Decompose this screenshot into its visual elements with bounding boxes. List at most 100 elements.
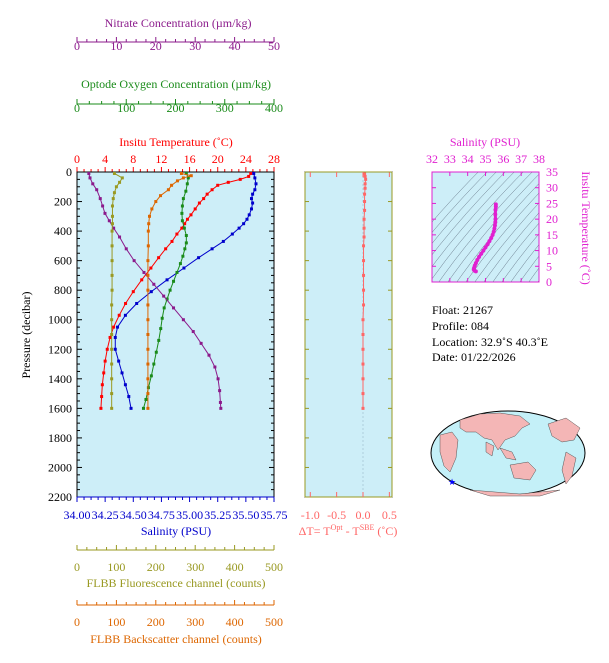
profile-number: Profile: 084 (432, 319, 489, 333)
data-point (147, 214, 151, 218)
data-point (189, 174, 193, 178)
tick-label: 800 (54, 283, 72, 297)
tick-label: -1.0 (301, 508, 320, 522)
data-point (124, 301, 128, 305)
tick-label: 20 (150, 39, 162, 53)
float-info: Float: 21267 Profile: 084 Location: 32.9… (432, 303, 548, 364)
data-point (102, 371, 106, 375)
data-point (149, 266, 153, 270)
data-point (199, 341, 203, 345)
data-point (226, 180, 230, 184)
data-point (123, 383, 127, 387)
pressure-axis: Pressure (decibar) 0 200 400 600 800 1000 1200… (19, 165, 274, 504)
tick-label: 200 (167, 101, 185, 115)
tick-label: 35 (546, 165, 558, 179)
data-point (146, 377, 150, 381)
data-point (146, 229, 150, 233)
data-point (159, 194, 163, 198)
data-point (108, 335, 112, 339)
tick-label: 12 (155, 152, 167, 166)
data-point (170, 239, 174, 243)
data-point (110, 362, 114, 366)
data-point (135, 301, 139, 305)
tick-label: 600 (54, 254, 72, 268)
data-point (361, 318, 365, 322)
tick-label: 24 (240, 152, 252, 166)
density-contour (432, 172, 506, 256)
data-point (146, 392, 150, 396)
tick-label: 35.50 (232, 508, 259, 522)
density-contour (456, 183, 539, 282)
tick-label: 400 (54, 224, 72, 238)
data-point (146, 406, 150, 410)
data-point (157, 338, 161, 342)
data-point (162, 306, 166, 310)
location: Location: 32.9˚S 40.3˚E (432, 335, 548, 349)
tick-label: 0.5 (382, 508, 397, 522)
data-point (362, 288, 366, 292)
ts-title: Salinity (PSU) (450, 135, 520, 149)
data-point (179, 171, 183, 175)
tick-label: 5 (546, 259, 552, 273)
data-point (184, 171, 188, 175)
date: Date: 01/22/2026 (432, 350, 516, 364)
data-point (100, 383, 104, 387)
data-point (99, 406, 103, 410)
tick-label: 16 (184, 152, 196, 166)
data-point (184, 189, 188, 193)
data-point (361, 392, 365, 396)
data-point (481, 248, 486, 253)
data-point (146, 259, 150, 263)
data-point (175, 232, 179, 236)
delta-t-series (361, 171, 368, 410)
data-point (110, 288, 114, 292)
data-point (164, 247, 168, 251)
tick-label: 30 (546, 181, 558, 195)
data-point (157, 256, 161, 260)
tick-label: 25 (546, 196, 558, 210)
density-contour (537, 279, 539, 282)
data-point (218, 389, 222, 393)
data-point (146, 347, 150, 351)
tick-label: 100 (117, 101, 135, 115)
fluorescence-axis: FLBB Fluorescence channel (counts) 0 100 2… (74, 545, 283, 590)
data-point (473, 269, 478, 274)
data-point (146, 288, 150, 292)
tick-label: 0 (74, 560, 80, 574)
tick-label: 36 (497, 152, 509, 166)
main-plot-series (87, 171, 258, 410)
data-point (479, 251, 484, 256)
data-point (111, 197, 115, 201)
tick-label: 8 (130, 152, 136, 166)
density-contour (483, 212, 539, 282)
data-point (363, 182, 367, 186)
nitrate-axis: Nitrate Concentration (µm/kg) 0 10 20 30 40 5… (74, 16, 280, 53)
data-point (193, 207, 197, 211)
density-contour (447, 173, 539, 282)
ts-plot-area (431, 171, 540, 283)
data-point (123, 313, 127, 317)
data-point (116, 325, 120, 329)
data-point (117, 313, 121, 317)
data-point (112, 191, 116, 195)
data-point (180, 219, 184, 223)
data-point (191, 330, 195, 334)
data-point (477, 254, 482, 259)
data-point (144, 398, 148, 401)
data-point (493, 217, 498, 222)
data-point (362, 235, 366, 239)
data-point (181, 176, 185, 180)
tick-label: 300 (216, 101, 234, 115)
data-point (493, 204, 498, 209)
tick-label: 32 (426, 152, 438, 166)
data-point (142, 270, 146, 274)
data-point (110, 204, 114, 208)
data-point (146, 273, 150, 277)
data-point (183, 222, 187, 226)
tick-label: 300 (186, 560, 204, 574)
data-point (185, 217, 189, 221)
data-point (253, 188, 257, 192)
tick-label: 34.00 (64, 508, 91, 522)
density-contour (432, 172, 497, 244)
data-point (363, 200, 367, 204)
